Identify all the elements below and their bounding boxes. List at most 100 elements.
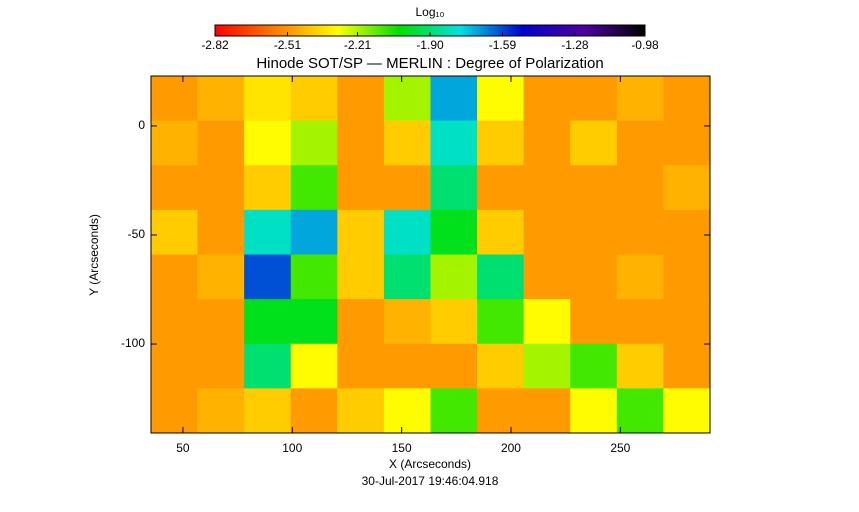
heatmap-cell [477,299,525,345]
heatmap-cell [570,388,618,434]
heatmap-cell [430,343,478,389]
heatmap-cell [616,388,664,434]
heatmap-cell [337,388,385,434]
heatmap-cell [151,76,199,122]
heatmap-cell [570,343,618,389]
heatmap-cell [337,120,385,166]
heatmap-cell [337,343,385,389]
heatmap-cell [616,120,664,166]
heatmap-cell [383,165,431,211]
heatmap-cell [570,120,618,166]
heatmap-cell [290,76,338,122]
colorbar-tick-label: -1.59 [489,38,517,52]
heatmap-cell [383,120,431,166]
heatmap-cell [523,254,571,300]
heatmap-cell [337,299,385,345]
heatmap-cell [244,120,292,166]
heatmap-cell [244,388,292,434]
heatmap-cell [477,343,525,389]
heatmap-cell [197,254,245,300]
heatmap-cell [290,254,338,300]
heatmap-cell [430,254,478,300]
chart-title: Hinode SOT/SP — MERLIN : Degree of Polar… [256,55,603,72]
x-axis-title: X (Arcseconds) [389,457,471,471]
heatmap-cell [663,388,711,434]
heatmap-cell [290,165,338,211]
heatmap-cell [477,165,525,211]
heatmap-cell [430,165,478,211]
heatmap-cell [570,165,618,211]
heatmap-cell [383,209,431,255]
heatmap-cell [151,254,199,300]
heatmap-cell [663,299,711,345]
heatmap-cell [151,209,199,255]
heatmap-cell [197,343,245,389]
heatmap-cell [477,120,525,166]
x-tick-label: 150 [392,441,412,455]
heatmap-cell [477,388,525,434]
x-tick-label: 50 [176,441,190,455]
heatmap-cell [570,209,618,255]
heatmap-cell [523,76,571,122]
heatmap-cell [523,388,571,434]
heatmap-cell [616,209,664,255]
timestamp: 30-Jul-2017 19:46:04.918 [362,474,499,488]
heatmap-cell [244,299,292,345]
heatmap-cell [244,165,292,211]
heatmap-cell [151,343,199,389]
heatmap-cell [430,388,478,434]
colorbar-tick-label: -2.51 [274,38,302,52]
heatmap-cell [523,165,571,211]
x-tick-label: 200 [501,441,521,455]
colorbar-tick-label: -1.90 [416,38,444,52]
heatmap-cell [383,299,431,345]
heatmap-cell [616,254,664,300]
y-tick-label: -50 [128,227,146,241]
heatmap-cell [197,388,245,434]
y-axis-title: Y (Arcseconds) [87,214,101,296]
heatmap-cell [663,120,711,166]
colorbar-label: Log₁₀ [415,5,444,19]
heatmap-cell [616,165,664,211]
heatmap-cell [383,254,431,300]
heatmap-cell [197,165,245,211]
colorbar-tick-label: -0.98 [631,38,659,52]
heatmap-cell [197,209,245,255]
heatmap-cell [290,299,338,345]
colorbar-tick-label: -1.28 [561,38,589,52]
x-tick-label: 250 [610,441,630,455]
heatmap-cell [290,209,338,255]
heatmap-cell [430,76,478,122]
heatmap-cell [430,299,478,345]
colorbar-tick-label: -2.82 [201,38,229,52]
heatmap-cell [290,343,338,389]
heatmap-cell [383,343,431,389]
heatmap-cell [151,120,199,166]
heatmap-cell [616,299,664,345]
heatmap-cell [663,76,711,122]
heatmap-cell [477,209,525,255]
heatmap-cell [383,388,431,434]
heatmap-cell [197,120,245,166]
colorbar-tick-label: -2.21 [344,38,372,52]
heatmap-cell [244,76,292,122]
y-tick-label: 0 [138,118,145,132]
heatmap-cell [337,76,385,122]
heatmap [151,76,711,434]
heatmap-cell [616,343,664,389]
heatmap-cell [616,76,664,122]
x-tick-label: 100 [282,441,302,455]
heatmap-cell [570,76,618,122]
y-tick-label: -100 [121,336,145,350]
heatmap-cell [197,299,245,345]
heatmap-cell [337,209,385,255]
heatmap-cell [290,388,338,434]
heatmap-cell [523,299,571,345]
heatmap-cell [337,165,385,211]
heatmap-cell [244,254,292,300]
heatmap-cell [663,165,711,211]
plot-frame [150,75,711,434]
heatmap-cell [151,299,199,345]
heatmap-cell [244,343,292,389]
heatmap-cell [430,209,478,255]
